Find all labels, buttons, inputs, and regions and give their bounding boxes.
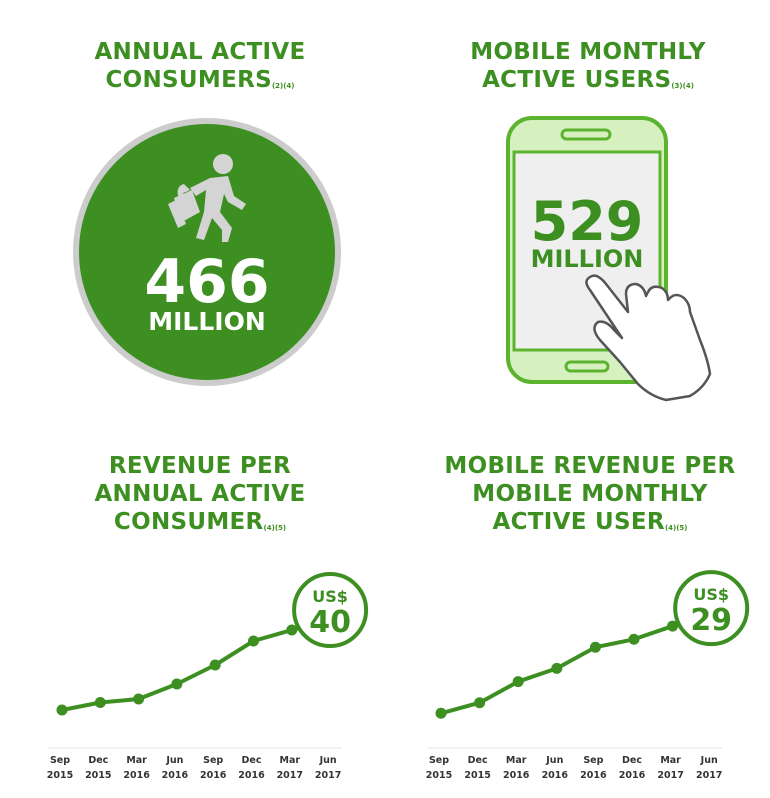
x-tick-year: 2016 [162,770,189,781]
data-point [171,678,183,690]
x-tick-year: 2015 [85,770,111,781]
phone-home-button [564,360,610,373]
data-point [94,697,106,708]
x-tick-month: Mar [660,755,681,766]
data-point [512,676,524,688]
smartphone-tap-icon: 529 MILLION [506,116,712,402]
title-line: ANNUAL ACTIVE [94,39,306,65]
data-point [248,635,259,647]
title-line: ACTIVE USERS [482,67,672,93]
x-tick-month: Mar [280,755,301,766]
footnote: (4)(5) [664,524,688,532]
x-tick-month: Jun [700,755,718,766]
callout-value: 29 [690,603,732,638]
title-line: ACTIVE USER [492,509,665,535]
title-line: MOBILE REVENUE PER [444,453,736,479]
x-tick-month: Jun [545,755,563,766]
x-tick-year: 2016 [238,770,265,781]
data-point [474,697,486,709]
title-line: REVENUE PER [108,453,292,479]
data-point [209,659,221,671]
mobile-monthly-active-users-title: MOBILE MONTHLY ACTIVE USERS(3)(4) [438,38,738,94]
pointing-hand-icon [585,274,712,402]
x-tick-year: 2016 [200,770,227,781]
series-line [61,618,331,712]
data-point [435,707,447,719]
x-tick-year: 2015 [47,770,73,781]
revenue-per-consumer-title: REVENUE PER ANNUAL ACTIVE CONSUMER(4)(5) [40,452,360,536]
x-tick-month: Dec [88,755,108,766]
data-point [56,704,68,716]
x-tick-month: Mar [506,755,527,766]
x-tick-year: 2016 [580,770,607,781]
mobile-users-unit: MILLION [531,245,644,273]
x-tick-year: 2015 [426,770,452,781]
mobile-revenue-per-user-chart: Sep 2015 Dec 2015 Mar 2016 Jun 2016 Sep 2016 Dec 20… [426,570,750,781]
data-point [589,641,601,653]
mobile-revenue-per-user-title: MOBILE REVENUE PER MOBILE MONTHLY ACTIVE… [420,452,760,536]
callout-currency: US$ [312,587,348,606]
x-tick-year: 2016 [123,770,150,781]
data-point [667,620,679,632]
footnote: (2)(4) [271,82,295,90]
x-tick-year: 2017 [657,770,683,781]
title-line: CONSUMERS [105,67,272,93]
callout-circle [292,572,369,648]
x-tick-year: 2016 [619,770,646,781]
title-line: ANNUAL ACTIVE [94,481,306,507]
phone-speaker [560,128,612,141]
data-point [286,624,298,636]
x-tick-month: Sep [429,755,449,766]
x-tick-year: 2017 [696,770,722,781]
data-point [628,633,640,645]
title-line: MOBILE MONTHLY [472,481,708,507]
footnote: (4)(5) [263,524,287,532]
x-tick-year: 2017 [277,770,303,781]
x-tick-year: 2016 [542,770,569,781]
shopper-walking-icon [168,154,246,242]
revenue-per-consumer-chart: Sep 2015 Dec 2015 Mar 2016 Jun 2016 Sep 2016 Dec 20… [47,572,369,781]
x-tick-month: Dec [242,755,262,766]
data-point [551,662,563,674]
consumers-circle: 466 MILLION [73,118,341,386]
x-tick-month: Mar [126,755,147,766]
x-tick-month: Jun [319,755,337,766]
series-line [440,616,712,716]
x-tick-year: 2017 [315,770,341,781]
x-tick-month: Sep [203,755,223,766]
mobile-users-value: 529 [531,190,644,253]
title-line: CONSUMER [113,509,264,535]
data-point [133,693,145,705]
x-tick-month: Sep [50,755,70,766]
consumers-value: 466 [144,247,269,317]
title-line: MOBILE MONTHLY [470,39,706,65]
x-tick-year: 2016 [503,770,530,781]
annual-active-consumers-title: ANNUAL ACTIVE CONSUMERS(2)(4) [50,38,350,94]
x-tick-month: Jun [165,755,183,766]
callout-currency: US$ [693,585,729,604]
circle-fill [79,124,335,380]
x-tick-month: Dec [468,755,488,766]
x-tick-year: 2015 [464,770,490,781]
x-tick-month: Sep [583,755,603,766]
x-tick-month: Dec [622,755,642,766]
footnote: (3)(4) [671,82,694,90]
callout-value: 40 [309,605,351,640]
consumers-unit: MILLION [148,307,266,336]
callout-circle [673,570,750,647]
